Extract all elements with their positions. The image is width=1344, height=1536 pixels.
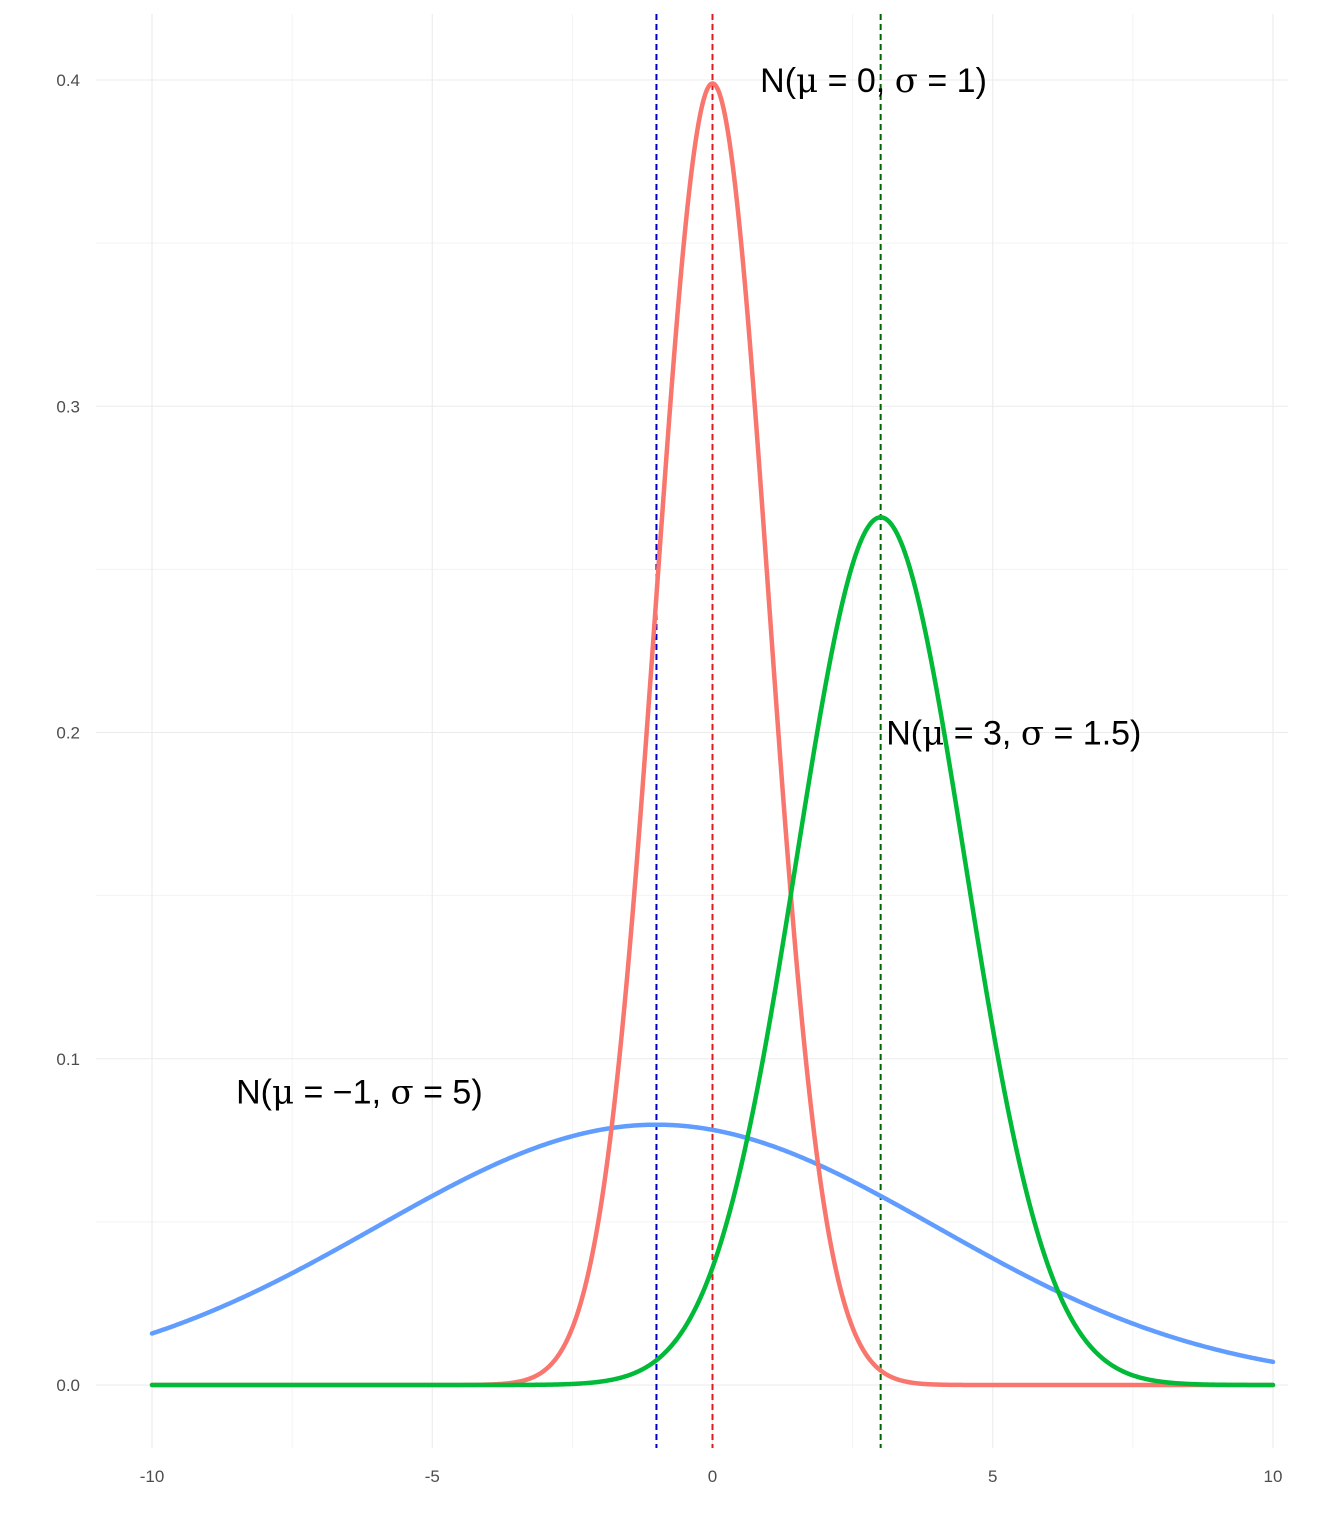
y-tick-label: 0.3 xyxy=(56,397,80,416)
minor-gridlines xyxy=(96,14,1288,1448)
density-curve xyxy=(149,515,1276,1388)
y-axis-tick-labels: 0.0 0.1 0.2 0.3 0.4 xyxy=(56,71,80,1395)
y-tick-label: 0.1 xyxy=(56,1050,80,1069)
x-tick-label: 0 xyxy=(708,1467,717,1486)
curve-annotation: N(μ = 0, σ = 1) xyxy=(760,61,987,101)
mean-reference-lines xyxy=(655,14,882,1448)
x-axis-tick-labels: -10 -5 0 5 10 xyxy=(140,1467,1283,1486)
curve-annotation: N(μ = −1, σ = 5) xyxy=(236,1072,483,1112)
y-tick-label: 0.2 xyxy=(56,724,80,743)
curve-annotation: N(μ = 3, σ = 1.5) xyxy=(886,714,1141,754)
y-tick-label: 0.0 xyxy=(56,1376,80,1395)
density-curves xyxy=(149,81,1276,1388)
x-tick-label: 10 xyxy=(1264,1467,1283,1486)
x-tick-label: 5 xyxy=(988,1467,997,1486)
y-tick-label: 0.4 xyxy=(56,71,80,90)
density-curve xyxy=(149,1122,1276,1365)
x-tick-label: -10 xyxy=(140,1467,165,1486)
curve-annotations: N(μ = 0, σ = 1) N(μ = 3, σ = 1.5) N(μ = −1… xyxy=(236,61,1141,1112)
x-tick-label: -5 xyxy=(425,1467,440,1486)
